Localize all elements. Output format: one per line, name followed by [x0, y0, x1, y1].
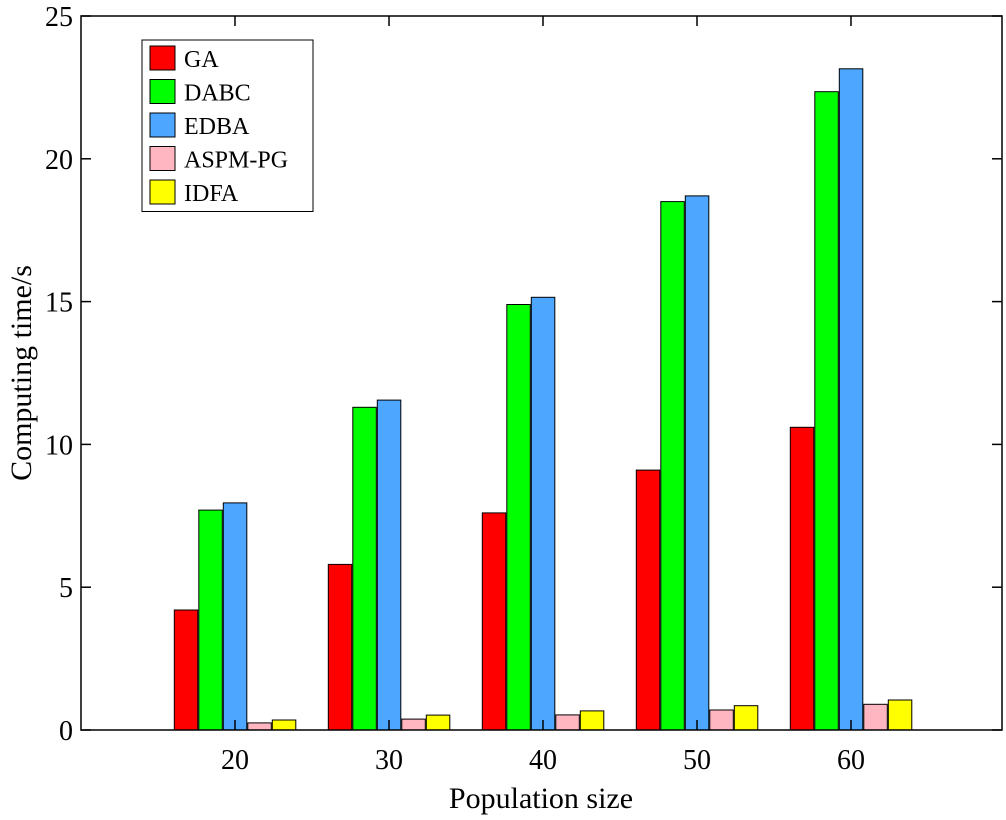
legend-label-ga: GA	[184, 47, 219, 73]
legend-swatch-ga	[149, 45, 176, 71]
bar-dabc-60	[814, 91, 839, 731]
bar-edba-40	[530, 296, 556, 731]
y-tick-label-10: 10	[45, 430, 73, 461]
bar-idfa-20	[271, 719, 297, 731]
bar-edba-20	[222, 502, 248, 731]
bar-aspm-pg-60	[863, 703, 888, 731]
y-axis: 0 5 10 15 20 25	[45, 2, 1002, 747]
bar-idfa-30	[425, 714, 451, 731]
bar-dabc-50	[660, 201, 685, 731]
bar-ga-30	[327, 563, 353, 731]
bar-ga-50	[635, 469, 661, 731]
bar-dabc-20	[198, 509, 223, 731]
x-tick-label-60: 60	[837, 745, 865, 776]
bar-edba-50	[684, 195, 710, 731]
bar-ga-20	[173, 609, 199, 731]
plot-frame	[80, 15, 1003, 731]
legend-label-idfa: IDFA	[184, 181, 239, 207]
bars-layer	[173, 68, 913, 731]
bar-aspm-pg-30	[401, 718, 426, 731]
legend-label-aspm-pg: ASPM-PG	[184, 148, 288, 174]
y-tick-label-20: 20	[45, 145, 73, 176]
legend-swatch-aspm-pg	[149, 146, 176, 171]
bar-edba-30	[376, 399, 402, 731]
bar-aspm-pg-50	[709, 709, 734, 731]
x-tick-label-30: 30	[375, 745, 403, 776]
legend-label-edba: EDBA	[184, 114, 250, 140]
x-tick-label-40: 40	[529, 745, 557, 776]
bar-idfa-50	[733, 705, 759, 731]
bar-dabc-30	[352, 406, 377, 731]
legend-swatch-dabc	[149, 79, 176, 104]
y-tick-label-5: 5	[59, 573, 73, 604]
bar-aspm-pg-20	[247, 722, 272, 731]
legend-swatch-idfa	[149, 179, 176, 205]
x-tick-label-50: 50	[683, 745, 711, 776]
bar-idfa-60	[887, 699, 913, 731]
bar-ga-40	[481, 512, 507, 731]
y-tick-label-0: 0	[59, 716, 73, 747]
x-tick-label-20: 20	[221, 745, 249, 776]
legend: GA DABC EDBA ASPM-PG IDFA	[141, 39, 314, 212]
legend-swatch-edba	[149, 112, 176, 138]
y-axis-label: Computing time/s	[5, 265, 38, 481]
x-axis: 20 30 40 50 60	[221, 16, 865, 776]
bar-edba-60	[838, 68, 864, 731]
bar-aspm-pg-40	[555, 714, 580, 731]
legend-label-dabc: DABC	[184, 81, 251, 107]
bar-dabc-40	[506, 304, 531, 731]
x-axis-label: Population size	[449, 782, 633, 815]
y-tick-label-25: 25	[45, 2, 73, 33]
bar-idfa-40	[579, 710, 605, 731]
y-tick-label-15: 15	[45, 288, 73, 319]
bar-ga-60	[789, 426, 815, 731]
